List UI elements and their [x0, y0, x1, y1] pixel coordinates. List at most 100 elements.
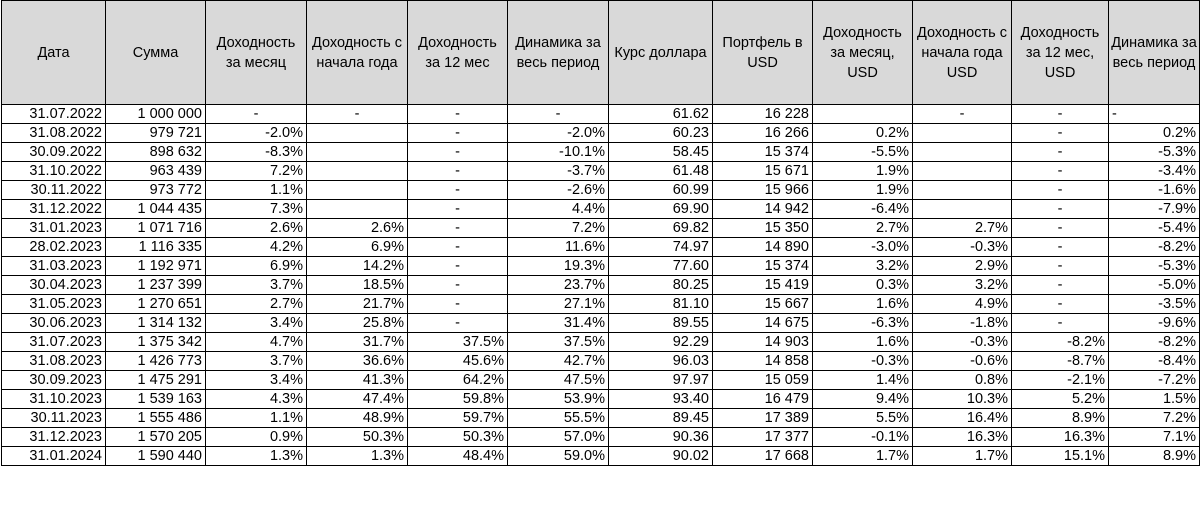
- table-cell: 37.5%: [507, 332, 609, 352]
- table-cell: -8.2%: [1108, 332, 1200, 352]
- table-cell: 1 555 486: [105, 408, 206, 428]
- table-cell: 31.10.2023: [1, 389, 106, 409]
- table-cell: 90.02: [608, 446, 713, 466]
- table-cell: 50.3%: [306, 427, 408, 447]
- table-cell: 3.4%: [205, 370, 307, 390]
- table-cell: 979 721: [105, 123, 206, 143]
- table-cell: 7.3%: [205, 199, 307, 219]
- table-cell: 59.7%: [407, 408, 508, 428]
- header-cell: Сумма: [105, 0, 206, 105]
- table-cell: 61.48: [608, 161, 713, 181]
- table-cell: 11.6%: [507, 237, 609, 257]
- table-row: 31.01.2023 1 071 716 2.6% 2.6% -7.2% 69.82 15 …: [1, 218, 1200, 238]
- table-cell: 3.7%: [205, 351, 307, 371]
- table-row: 31.12.2022 1 044 435 7.3% -4.4% 69.90 14 942-…: [1, 199, 1200, 219]
- table-cell: 15 966: [712, 180, 813, 200]
- table-cell: 50.3%: [407, 427, 508, 447]
- table-cell: 15.1%: [1011, 446, 1109, 466]
- table-cell: -: [1011, 218, 1109, 238]
- table-cell: 30.06.2023: [1, 313, 106, 333]
- table-cell: 57.0%: [507, 427, 609, 447]
- table-cell: [912, 161, 1012, 181]
- table-cell: -: [1011, 275, 1109, 295]
- table-cell: 14 890: [712, 237, 813, 257]
- header-cell: Динамика за весь период: [1108, 0, 1200, 105]
- table-cell: 8.9%: [1011, 408, 1109, 428]
- table-cell: 42.7%: [507, 351, 609, 371]
- table-cell: 64.2%: [407, 370, 508, 390]
- table-cell: 31.7%: [306, 332, 408, 352]
- table-cell: 1 539 163: [105, 389, 206, 409]
- table-row: 31.03.2023 1 192 971 6.9% 14.2% -19.3% 77.60 1…: [1, 256, 1200, 276]
- table-cell: -0.3%: [912, 332, 1012, 352]
- table-cell: -: [1011, 199, 1109, 219]
- table-cell: 31.01.2023: [1, 218, 106, 238]
- table-cell: 17 668: [712, 446, 813, 466]
- table-row: 31.12.2023 1 570 205 0.9% 50.3% 50.3% 57.0% 90…: [1, 427, 1200, 447]
- table-cell: 69.90: [608, 199, 713, 219]
- table-cell: 3.2%: [912, 275, 1012, 295]
- table-cell: 48.4%: [407, 446, 508, 466]
- table-cell: 16.3%: [1011, 427, 1109, 447]
- table-cell: 60.23: [608, 123, 713, 143]
- table-cell: -8.4%: [1108, 351, 1200, 371]
- header-cell: Доходность с начала года USD: [912, 0, 1012, 105]
- table-cell: -: [1011, 123, 1109, 143]
- table-row: 31.05.2023 1 270 651 2.7% 21.7% -27.1% 81.10 1…: [1, 294, 1200, 314]
- table-cell: -: [1108, 104, 1200, 124]
- table-cell: -: [407, 161, 508, 181]
- table-cell: 30.11.2023: [1, 408, 106, 428]
- table-cell: 19.3%: [507, 256, 609, 276]
- table-cell: 1 270 651: [105, 294, 206, 314]
- table-cell: 15 059: [712, 370, 813, 390]
- table-row: 31.07.2022 1 000 000- - - -61.62 16 228- - -: [1, 104, 1200, 124]
- table-cell: 1 071 716: [105, 218, 206, 238]
- table-cell: [912, 180, 1012, 200]
- table-cell: 0.2%: [1108, 123, 1200, 143]
- table-cell: 59.8%: [407, 389, 508, 409]
- table-cell: 2.7%: [912, 218, 1012, 238]
- table-cell: 1 475 291: [105, 370, 206, 390]
- table-cell: 3.7%: [205, 275, 307, 295]
- table-cell: 2.7%: [205, 294, 307, 314]
- table-cell: 0.2%: [812, 123, 913, 143]
- table-row: 31.01.2024 1 590 440 1.3% 1.3% 48.4% 59.0% 90.…: [1, 446, 1200, 466]
- header-row: Дата Сумма Доходность за месяц Доходност…: [1, 0, 1200, 105]
- table-cell: 90.36: [608, 427, 713, 447]
- table-cell: -: [407, 237, 508, 257]
- table-cell: 4.3%: [205, 389, 307, 409]
- table-cell: 96.03: [608, 351, 713, 371]
- header-cell: Доходность за 12 мес: [407, 0, 508, 105]
- table-cell: 37.5%: [407, 332, 508, 352]
- table-cell: 1 426 773: [105, 351, 206, 371]
- table-cell: 31.07.2022: [1, 104, 106, 124]
- table-row: 30.11.2022 973 772 1.1% - -2.6% 60.99 15 966 1.…: [1, 180, 1200, 200]
- table-cell: 31.08.2023: [1, 351, 106, 371]
- table-cell: [306, 142, 408, 162]
- table-cell: -: [1011, 180, 1109, 200]
- table-cell: -5.0%: [1108, 275, 1200, 295]
- table-cell: 6.9%: [205, 256, 307, 276]
- table-cell: [306, 180, 408, 200]
- table-cell: -0.6%: [912, 351, 1012, 371]
- table-cell: -9.6%: [1108, 313, 1200, 333]
- table-cell: -: [1011, 161, 1109, 181]
- table-cell: 6.9%: [306, 237, 408, 257]
- table-cell: 14.2%: [306, 256, 408, 276]
- table-cell: 17 389: [712, 408, 813, 428]
- table-cell: 31.03.2023: [1, 256, 106, 276]
- table-cell: 25.8%: [306, 313, 408, 333]
- table-cell: 1.6%: [812, 332, 913, 352]
- table-cell: 1.7%: [912, 446, 1012, 466]
- table-cell: 1.3%: [205, 446, 307, 466]
- table-cell: 4.2%: [205, 237, 307, 257]
- table-row: 30.04.2023 1 237 399 3.7% 18.5% -23.7% 80.25 1…: [1, 275, 1200, 295]
- table-cell: 31.07.2023: [1, 332, 106, 352]
- table-cell: -: [306, 104, 408, 124]
- table-cell: 9.4%: [812, 389, 913, 409]
- table-cell: 1 375 342: [105, 332, 206, 352]
- table-cell: -3.5%: [1108, 294, 1200, 314]
- table-cell: 14 675: [712, 313, 813, 333]
- table-cell: -2.1%: [1011, 370, 1109, 390]
- table-cell: 58.45: [608, 142, 713, 162]
